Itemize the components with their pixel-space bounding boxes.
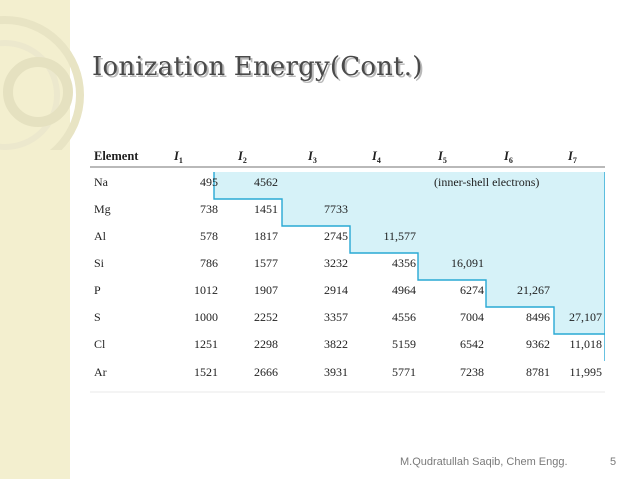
inner-shell-highlight xyxy=(282,199,605,226)
ionization-value: 2666 xyxy=(254,365,278,379)
ionization-value: 1577 xyxy=(254,256,278,270)
ionization-value: 8496 xyxy=(526,310,550,324)
ionization-value: 4356 xyxy=(392,256,416,270)
ionization-value: 16,091 xyxy=(451,256,484,270)
inner-shell-highlight xyxy=(418,253,605,280)
ionization-value: 495 xyxy=(200,175,218,189)
ionization-value: 5771 xyxy=(392,365,416,379)
ionization-value: 3232 xyxy=(324,256,348,270)
ionization-value: 7238 xyxy=(460,365,484,379)
element-symbol: Si xyxy=(94,256,105,270)
element-symbol: P xyxy=(94,283,101,297)
table-svg: Element I1 I2 I3 I4 I5 I6 I7 (inner-shell electr… xyxy=(90,149,605,393)
left-decorative-band xyxy=(0,0,70,479)
inner-shell-highlight xyxy=(214,172,605,199)
element-symbol: Ar xyxy=(94,365,107,379)
header-element: Element xyxy=(94,149,139,163)
element-symbol: Mg xyxy=(94,202,111,216)
ionization-value: 7733 xyxy=(324,202,348,216)
element-symbol: Al xyxy=(94,229,107,243)
ionization-value: 1251 xyxy=(194,337,218,351)
ionization-value: 1012 xyxy=(194,283,218,297)
shell-step-line xyxy=(213,172,605,361)
ionization-value: 1817 xyxy=(254,229,278,243)
ionization-value: 3931 xyxy=(324,365,348,379)
inner-shell-highlight xyxy=(486,280,605,307)
ionization-value: 4556 xyxy=(392,310,416,324)
header-ionization-1: I1 xyxy=(173,149,183,165)
header-ionization-6: I6 xyxy=(503,149,513,165)
ionization-value: 2914 xyxy=(324,283,348,297)
inner-shell-highlight xyxy=(554,307,605,334)
inner-shell-highlight xyxy=(350,226,605,253)
ionization-value: 27,107 xyxy=(569,310,602,324)
element-symbol: Cl xyxy=(94,337,106,351)
ionization-value: 9362 xyxy=(526,337,550,351)
slide-title: Ionization Energy(Cont.) xyxy=(92,52,423,82)
page-number: 5 xyxy=(610,456,617,468)
header-ionization-5: I5 xyxy=(437,149,447,165)
ionization-value: 1451 xyxy=(254,202,278,216)
inner-shell-annotation: (inner-shell electrons) xyxy=(434,175,539,189)
ionization-value: 4964 xyxy=(392,283,416,297)
element-symbol: Na xyxy=(94,175,109,189)
ionization-value: 4562 xyxy=(254,175,278,189)
element-symbol: S xyxy=(94,310,101,324)
ionization-value: 786 xyxy=(200,256,218,270)
ionization-value: 738 xyxy=(200,202,218,216)
ionization-value: 2298 xyxy=(254,337,278,351)
header-ionization-3: I3 xyxy=(307,149,317,165)
ionization-value: 7004 xyxy=(460,310,484,324)
ionization-value: 6542 xyxy=(460,337,484,351)
ionization-value: 6274 xyxy=(460,283,484,297)
ionization-value: 2745 xyxy=(324,229,348,243)
header-ionization-7: I7 xyxy=(567,149,577,165)
header-ionization-4: I4 xyxy=(371,149,381,165)
ionization-value: 1000 xyxy=(194,310,218,324)
ionization-value: 8781 xyxy=(526,365,550,379)
ionization-value: 3357 xyxy=(324,310,348,324)
ionization-value: 5159 xyxy=(392,337,416,351)
header-ionization-2: I2 xyxy=(237,149,247,165)
ionization-value: 578 xyxy=(200,229,218,243)
ionization-value: 11,577 xyxy=(383,229,416,243)
ionization-energy-table: Element I1 I2 I3 I4 I5 I6 I7 (inner-shell electr… xyxy=(86,140,605,395)
ionization-value: 11,995 xyxy=(569,365,602,379)
footer-author: M.Qudratullah Saqib, Chem Engg. xyxy=(400,456,568,468)
ionization-value: 2252 xyxy=(254,310,278,324)
ionization-value: 1521 xyxy=(194,365,218,379)
ionization-value: 11,018 xyxy=(569,337,602,351)
ionization-value: 21,267 xyxy=(517,283,550,297)
ionization-value: 3822 xyxy=(324,337,348,351)
ionization-value: 1907 xyxy=(254,283,278,297)
